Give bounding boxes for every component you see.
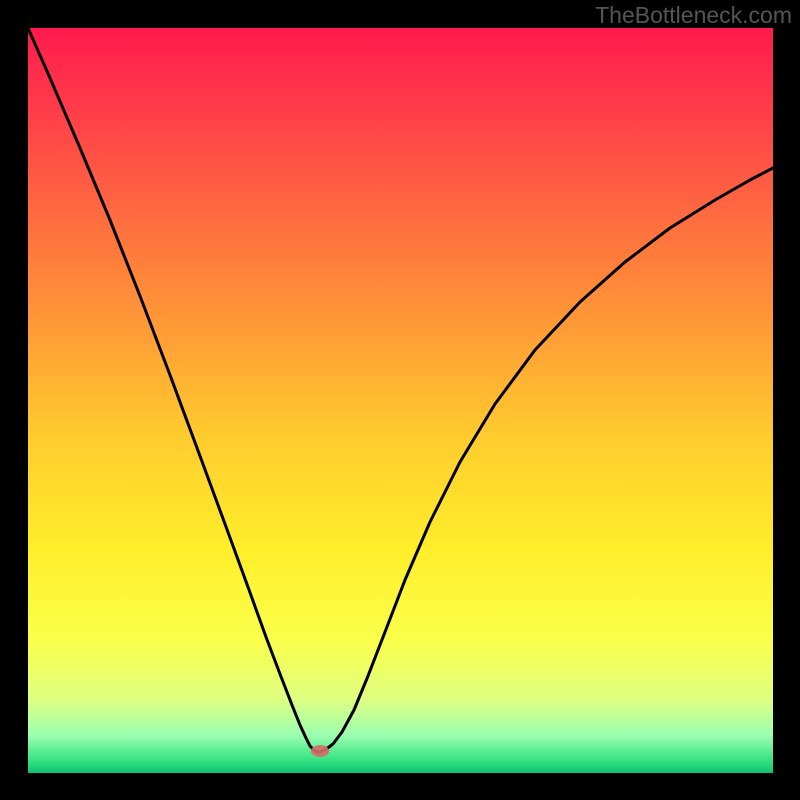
minimum-marker [311,745,329,757]
chart-container: TheBottleneck.com [0,0,800,800]
watermark-text: TheBottleneck.com [595,2,792,29]
bottleneck-chart [0,0,800,800]
plot-background [28,28,773,773]
